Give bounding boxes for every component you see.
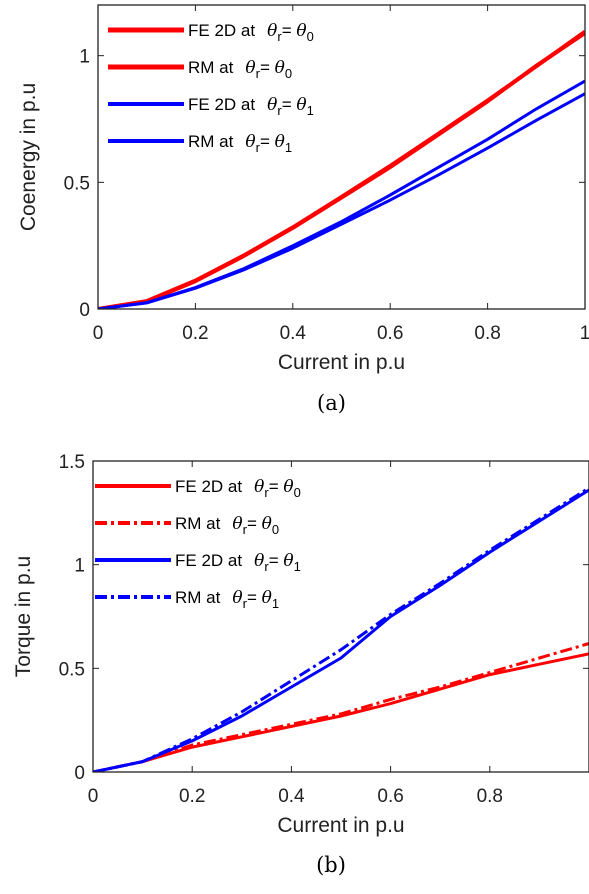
legend-entry: RM at θr= θ0 bbox=[188, 58, 292, 81]
x-tick-label: 0.2 bbox=[179, 786, 205, 807]
subfigure-caption: (a) bbox=[317, 391, 346, 415]
axes-frame bbox=[97, 4, 586, 310]
y-tick-label: 0.5 bbox=[59, 659, 85, 680]
y-tick-label: 0 bbox=[79, 300, 90, 321]
y-tick-label: 1.5 bbox=[59, 452, 85, 473]
series-line bbox=[98, 29, 585, 309]
legend-entry: FE 2D at θr= θ1 bbox=[175, 551, 301, 574]
series-line bbox=[98, 31, 585, 309]
chart-a: 0 0.2 0.4 0.6 0.8 1 0 0.5 1 FE 2D at θr= θ0 RM at θr… bbox=[17, 4, 589, 415]
y-axis-label: Torque in p.u bbox=[12, 556, 35, 677]
x-tick-label: 0.8 bbox=[477, 786, 503, 807]
legend-entry: FE 2D at θr= θ0 bbox=[175, 477, 301, 500]
x-axis-label: Current in p.u bbox=[277, 814, 404, 837]
y-tick-label: 0.5 bbox=[64, 173, 90, 194]
x-tick-label: 0.6 bbox=[377, 323, 403, 344]
x-tick-label: 0 bbox=[93, 323, 104, 344]
x-tick-label: 0.4 bbox=[280, 323, 307, 344]
x-axis-label: Current in p.u bbox=[278, 351, 405, 374]
series-line bbox=[93, 488, 589, 772]
legend-entry: RM at θr= θ1 bbox=[188, 132, 292, 155]
subfigure-caption: (b) bbox=[316, 853, 346, 877]
axes-frame bbox=[92, 460, 589, 773]
legend-entry: FE 2D at θr= θ0 bbox=[188, 21, 314, 44]
chart-b: 0 0.2 0.4 0.6 0.8 0 0.5 1 1.5 FE 2D at θr= θ0 RM at… bbox=[12, 452, 589, 877]
y-axis-label: Coenergy in p.u bbox=[17, 83, 40, 231]
legend-entry: FE 2D at θr= θ1 bbox=[188, 95, 314, 118]
series-line bbox=[93, 486, 589, 772]
series-line bbox=[98, 92, 585, 309]
x-tick-label: 0.6 bbox=[377, 786, 403, 807]
x-tick-label: 0 bbox=[88, 786, 99, 807]
series-line bbox=[93, 642, 589, 772]
legend-entry: RM at θr= θ0 bbox=[175, 514, 279, 537]
x-tick-label: 0.8 bbox=[474, 323, 500, 344]
y-tick-label: 1 bbox=[79, 47, 90, 68]
y-tick-label: 0 bbox=[74, 763, 85, 784]
legend-entry: RM at θr= θ1 bbox=[175, 588, 279, 611]
x-tick-label: 0.2 bbox=[182, 323, 208, 344]
y-tick-label: 1 bbox=[74, 556, 85, 577]
x-tick-label: 0.4 bbox=[278, 786, 305, 807]
x-tick-label: 1 bbox=[580, 323, 589, 344]
